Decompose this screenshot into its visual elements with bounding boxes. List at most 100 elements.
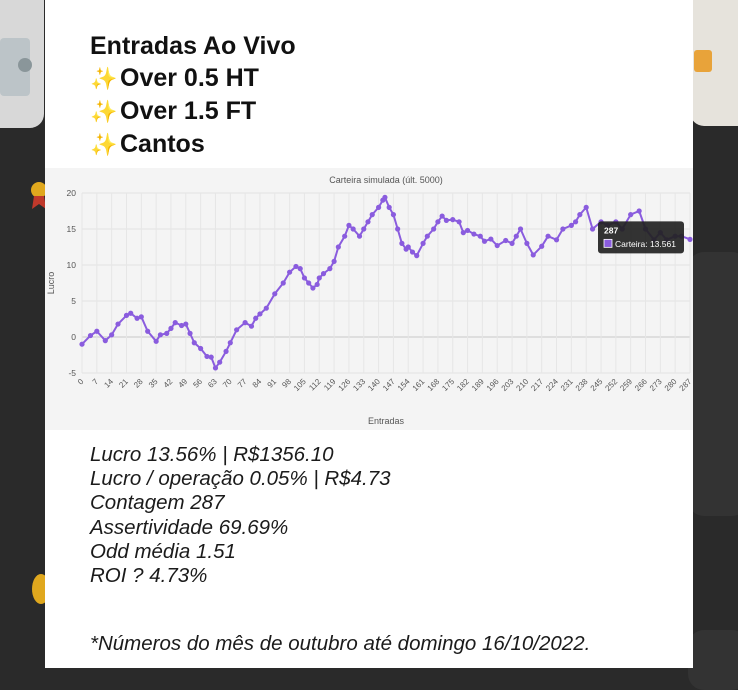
data-point [687,236,693,242]
x-tick-label: 182 [455,377,471,393]
data-point [134,315,140,321]
x-tick-label: 168 [426,377,442,393]
stats-block: Lucro 13.56% | R$1356.10 Lucro / operaçã… [90,443,391,588]
data-point [123,312,130,318]
data-point [327,266,333,272]
data-point [301,275,308,281]
footnote: *Números do mês de outubro até domingo 1… [90,632,591,655]
chart-title: Carteira simulada (últ. 5000) [329,175,443,185]
message-card: Entradas Ao Vivo ✨ Over 0.5 HT ✨ Over 1.5 … [45,0,694,668]
x-tick-label: 231 [559,377,575,393]
data-point [212,365,219,371]
x-tick-label: 161 [411,377,427,393]
x-tick-label: 105 [292,377,308,393]
x-tick-label: 77 [236,377,249,390]
data-point [471,231,477,237]
data-point [198,345,204,352]
award-badge-icon [31,182,47,209]
data-point [583,204,589,210]
stat-line: Lucro 13.56% | R$1356.10 [90,443,334,466]
data-point [87,332,94,339]
x-tick-label: 91 [266,377,279,390]
data-point [589,226,596,232]
data-point [494,242,500,249]
market-line: ✨ Over 0.5 HT [90,62,296,95]
data-point [503,237,509,244]
data-point [342,233,348,239]
y-tick-label: 20 [67,188,77,198]
data-point [460,230,466,236]
x-tick-label: 189 [470,377,486,393]
sparkles-icon: ✨ [90,66,118,91]
data-point [365,219,371,225]
data-point [293,263,299,270]
data-point [513,233,519,239]
data-point [234,327,240,333]
data-point [464,227,471,234]
data-point [157,332,163,338]
data-point [314,281,320,288]
data-point [263,305,269,311]
data-point [168,325,174,331]
sparkles-icon: ✨ [90,132,118,157]
data-point [306,280,312,286]
x-tick-label: 119 [322,377,338,393]
background-dot [18,58,32,72]
data-point [568,222,574,228]
background-panel-right-bottom [688,630,738,690]
data-point [183,321,189,327]
data-point [94,328,100,334]
data-point [350,226,356,232]
data-point [335,244,341,250]
data-point [539,243,545,249]
x-tick-label: 266 [633,377,649,393]
x-tick-label: 154 [396,377,412,393]
data-point [553,237,560,243]
tooltip-swatch [603,238,613,248]
data-point [187,330,193,336]
data-point [356,233,363,239]
chart-image[interactable]: -5 0 5 10 15 20 0 7 14 21 28 35 42 49 56 63 70 77 84 91 98 10… [45,168,694,430]
data-point [375,204,382,210]
data-point [109,332,115,338]
data-point [204,353,210,360]
market-label: Over 0.5 HT [120,64,259,92]
stat-line: Lucro / operação 0.05% | R$4.73 [90,467,391,491]
x-tick-label: 84 [251,377,264,390]
market-line: ✨ Cantos [90,128,296,161]
x-tick-label: 0 [76,377,86,387]
data-point [395,226,401,232]
data-point [399,240,405,246]
data-point [524,240,530,246]
data-point [386,204,392,210]
x-tick-label: 98 [280,377,293,390]
data-point [390,212,397,218]
data-point [138,314,144,320]
x-tick-label: 175 [440,377,456,393]
x-tick-label: 112 [307,377,323,393]
message-title: Entradas Ao Vivo [90,32,296,60]
x-tick-label: 147 [381,377,397,393]
y-tick-label: 15 [67,224,77,234]
data-point [145,328,151,334]
data-point [223,348,229,354]
x-tick-label: 133 [351,377,367,393]
x-tick-label: 252 [603,377,619,393]
x-tick-label: 224 [544,377,560,393]
data-point [178,322,185,329]
market-label: Over 1.5 FT [120,97,257,125]
data-point [628,212,634,218]
tooltip-title: 287 [604,225,618,235]
data-point [191,340,197,346]
x-tick-label: 56 [191,377,204,390]
data-point [456,219,462,225]
x-tick-label: 210 [514,377,530,393]
data-point [545,233,551,239]
data-point [128,310,134,316]
x-tick-label: 126 [337,377,353,393]
x-tick-label: 140 [366,377,382,393]
x-tick-label: 70 [221,377,234,390]
data-point [310,285,316,291]
data-point [409,249,416,255]
data-point [172,320,178,326]
